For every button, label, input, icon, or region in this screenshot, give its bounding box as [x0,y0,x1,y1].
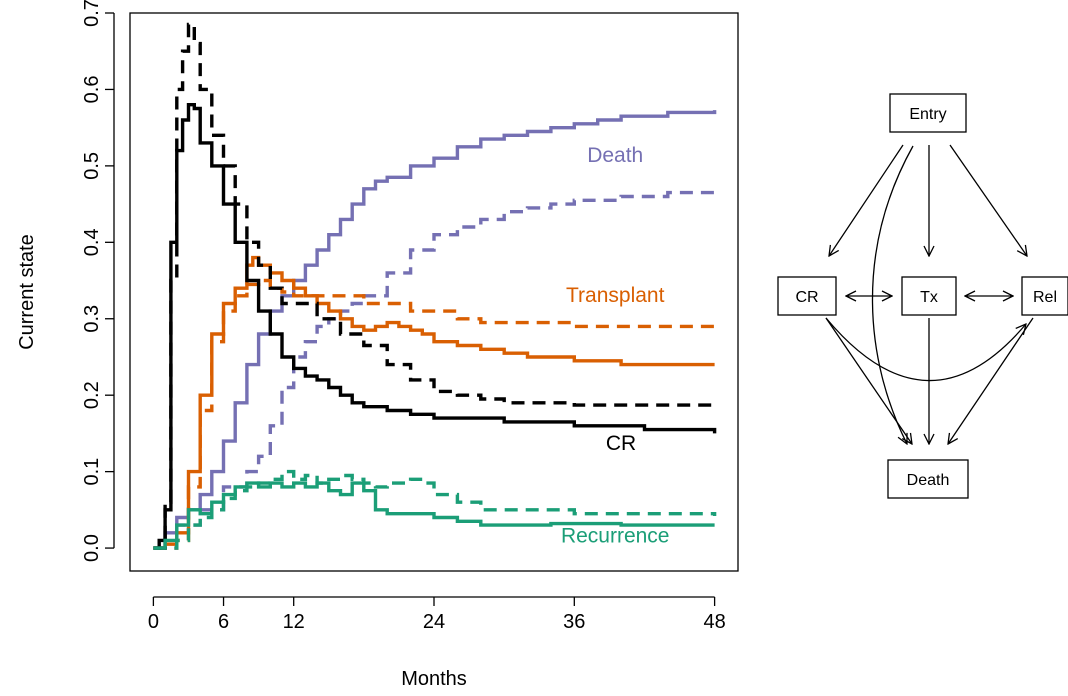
x-tick-label: 12 [283,611,305,633]
x-tick-label: 6 [218,611,229,633]
series-line-7 [153,469,717,550]
series-line-4 [153,103,717,550]
y-tick-label: 0.0 [81,534,103,562]
edge-cr-death [825,317,912,444]
y-axis-label: Current state [16,234,38,350]
y-tick-label: 0.1 [81,458,103,486]
series-line-1 [153,190,717,550]
node-entry-label: Entry [909,106,946,123]
node-rel-label: Rel [1033,289,1057,306]
node-death-box [887,459,969,499]
node-tx: Tx [901,276,957,316]
y-tick-label: 0.5 [81,152,103,180]
y-tick-label: 0.3 [81,305,103,333]
node-cr-box [777,276,837,316]
state-transition-diagram: Entry CR Tx Rel Death [777,93,1068,499]
edge-entry-cr [829,144,904,256]
x-tick-label: 0 [148,611,159,633]
series-line-6 [153,481,715,550]
x-axis-label: Months [401,668,467,690]
edge-rel-death [948,317,1034,444]
node-rel-box [1021,276,1068,316]
series-label-2: Transplant [566,284,665,307]
x-axis: 0 6 12 24 36 48 [148,596,726,633]
node-death: Death [887,459,969,499]
edge-entry-death [871,145,914,444]
x-tick-label: 48 [703,611,725,633]
node-entry-box [889,93,967,133]
series-line-5 [153,22,715,550]
plot-frame [129,12,739,572]
node-tx-label: Tx [920,289,938,306]
series-layer [153,22,717,550]
series-line-3 [153,278,717,550]
node-death-label: Death [907,472,950,489]
edge-entry-rel [949,144,1027,256]
series-label-6: Recurrence [561,525,670,548]
node-tx-box [901,276,957,316]
y-tick-label: 0.2 [81,381,103,409]
node-cr-label: CR [795,289,818,306]
series-line-2 [153,255,715,550]
series-label-4: CR [606,432,636,455]
series-line-0 [153,110,717,550]
x-tick-label: 24 [423,611,445,633]
y-tick-label: 0.4 [81,228,103,256]
node-rel: Rel [1021,276,1068,316]
y-tick-label: 0.7 [81,0,103,27]
y-tick-label: 0.6 [81,76,103,104]
node-cr: CR [777,276,837,316]
y-axis: 0.0 0.1 0.2 0.3 0.4 0.5 0.6 0.7 [81,0,115,562]
series-label-layer: Death Transplant CR Recurrence [561,144,670,548]
diagram-edges [825,144,1034,444]
line-chart: 0 6 12 24 36 48 0.0 0.1 0.2 0.3 0.4 0.5 0.6 0.7 Deat… [16,0,739,690]
x-tick-label: 36 [563,611,585,633]
series-label-0: Death [587,144,643,167]
edge-cr-rel [825,317,1026,382]
node-entry: Entry [889,93,967,133]
diagram-nodes: Entry CR Tx Rel Death [777,93,1068,499]
